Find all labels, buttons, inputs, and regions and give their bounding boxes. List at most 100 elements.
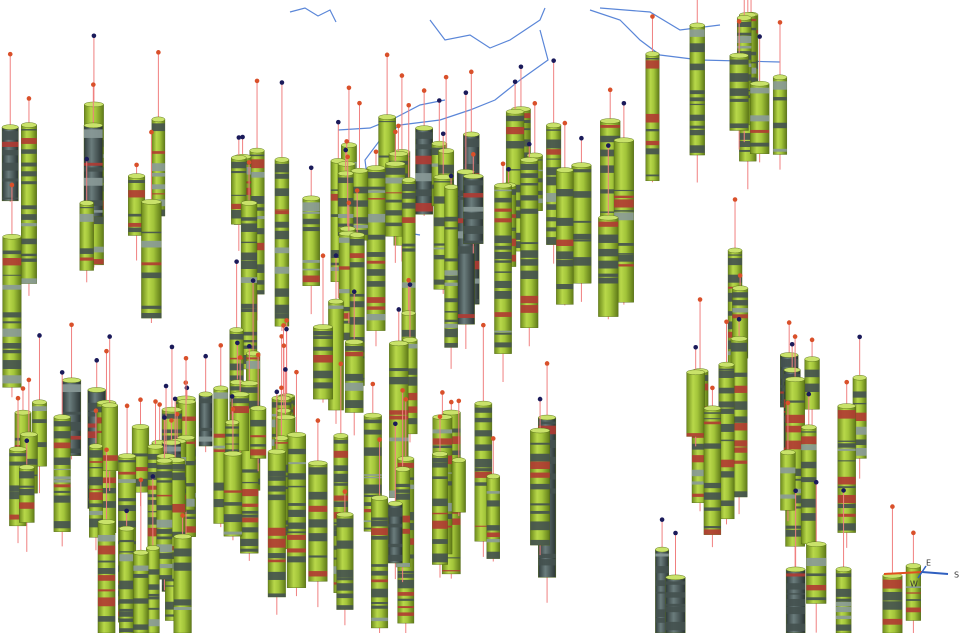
- well-top: [665, 574, 686, 581]
- well: [730, 317, 748, 515]
- well-band: [178, 506, 196, 514]
- well-band: [614, 264, 634, 267]
- well-top: [344, 339, 364, 345]
- well-band: [229, 333, 244, 340]
- well-band: [703, 412, 721, 414]
- well: [718, 319, 735, 525]
- well-band: [366, 186, 386, 190]
- well-marker: [440, 131, 446, 137]
- well-band: [333, 465, 348, 471]
- well-band: [494, 291, 512, 299]
- well-band: [231, 203, 247, 210]
- well-band: [737, 32, 752, 36]
- well-top: [21, 122, 37, 128]
- well-band: [836, 598, 852, 602]
- well-marker: [562, 120, 568, 126]
- well-top: [274, 157, 290, 163]
- well: [800, 391, 817, 570]
- well-band: [433, 247, 453, 250]
- well-band: [463, 240, 484, 244]
- well-marker: [469, 69, 474, 75]
- well-marker: [732, 197, 738, 202]
- well: [494, 161, 512, 382]
- well-band: [463, 206, 484, 212]
- well-band: [433, 181, 453, 183]
- well-band: [274, 221, 289, 228]
- well-band: [308, 555, 328, 558]
- well-band: [402, 392, 418, 401]
- well-band: [645, 148, 660, 155]
- well-band: [703, 421, 721, 425]
- well-band: [308, 571, 328, 577]
- well-band: [333, 473, 348, 483]
- well-marker: [134, 162, 139, 168]
- well-band: [852, 447, 867, 456]
- well-band: [147, 511, 164, 513]
- well-marker: [15, 395, 21, 401]
- well-band: [366, 306, 386, 310]
- well-band: [250, 444, 267, 447]
- well-body: [133, 552, 149, 633]
- well-band: [213, 392, 228, 399]
- well-band: [836, 606, 852, 613]
- well-top: [213, 385, 229, 392]
- well-top: [463, 131, 480, 138]
- well-band: [432, 429, 453, 434]
- well-band: [89, 450, 103, 458]
- well-band: [213, 499, 228, 508]
- well-band: [402, 217, 416, 223]
- well-band: [2, 312, 22, 318]
- well-top: [401, 310, 416, 316]
- river: [289, 7, 337, 23]
- well-top: [337, 161, 356, 167]
- well-marker: [315, 418, 321, 423]
- well-band: [397, 570, 414, 574]
- well-top: [444, 184, 458, 190]
- well-top: [905, 563, 921, 569]
- well-marker: [229, 394, 235, 399]
- well-top: [350, 168, 369, 174]
- well-top: [389, 340, 409, 347]
- well-band: [389, 410, 409, 415]
- well-band: [151, 184, 165, 190]
- well-top: [441, 409, 461, 416]
- well-band: [556, 260, 574, 267]
- well-band: [89, 492, 103, 500]
- well-band: [156, 529, 173, 534]
- well-band: [691, 469, 709, 477]
- well-marker: [406, 102, 412, 108]
- well-band: [151, 163, 165, 172]
- well-band: [302, 227, 320, 232]
- well-band: [546, 129, 561, 131]
- well-top: [571, 162, 592, 168]
- well-band: [415, 173, 433, 182]
- well-band: [730, 447, 748, 453]
- well-band: [730, 440, 748, 447]
- well-band: [686, 433, 705, 437]
- well-band: [432, 512, 448, 515]
- well-band: [882, 601, 903, 610]
- well-band: [178, 516, 196, 519]
- well-top: [84, 101, 104, 108]
- well: [835, 488, 852, 633]
- well-band: [432, 462, 448, 468]
- well-marker: [351, 289, 357, 294]
- well-band: [97, 597, 116, 607]
- well-marker: [813, 479, 819, 485]
- well-band: [598, 234, 619, 243]
- well-band: [53, 521, 71, 529]
- well-band: [530, 539, 550, 546]
- well-band: [119, 599, 134, 604]
- well-body: [274, 159, 290, 327]
- well-top: [229, 327, 244, 333]
- well-band: [571, 169, 592, 173]
- well-marker: [736, 19, 742, 24]
- well-band: [53, 484, 71, 488]
- well-band: [151, 151, 165, 154]
- well-band: [213, 445, 228, 449]
- well-top: [267, 448, 286, 455]
- well-top: [463, 173, 484, 179]
- well-band: [199, 427, 213, 432]
- well: [366, 149, 386, 347]
- well-marker: [377, 437, 382, 442]
